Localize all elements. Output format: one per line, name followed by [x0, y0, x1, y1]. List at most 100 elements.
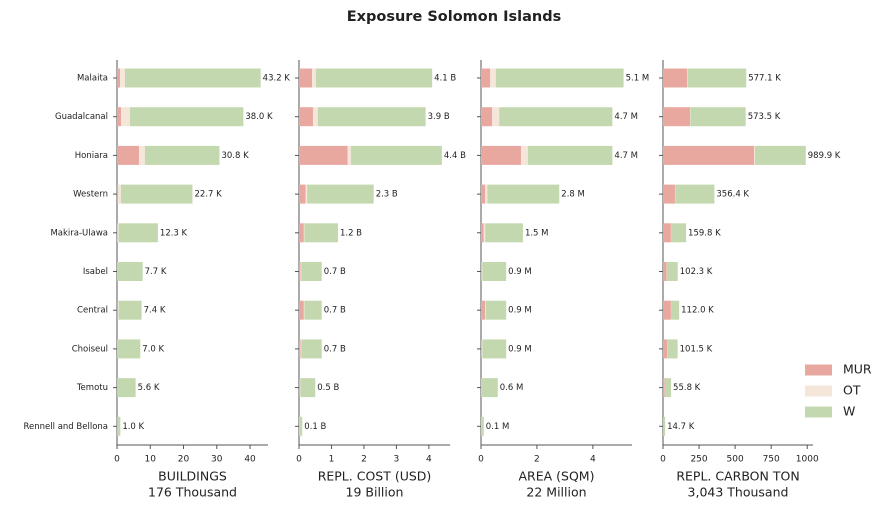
bar-segment	[666, 262, 678, 281]
bar-segment	[311, 68, 316, 88]
total-label: 159.8 K	[688, 228, 721, 238]
bar-segment	[485, 184, 488, 204]
x-tick-label: 10	[145, 455, 157, 465]
bar-segment	[118, 223, 158, 243]
bar-segment	[117, 68, 120, 88]
bar-segment	[299, 145, 348, 165]
bar-segment	[527, 145, 613, 165]
bar-segment	[117, 223, 118, 243]
bar-segment	[481, 223, 484, 243]
x-axis-label: REPL. COST (USD)	[318, 469, 432, 484]
y-tick-label: Central	[77, 306, 108, 316]
bar-segment	[315, 68, 433, 88]
bar-segment	[485, 300, 486, 320]
bar-segment	[117, 184, 118, 204]
total-label: 356.4 K	[716, 190, 749, 200]
bar-segment	[481, 416, 484, 436]
bar-segment	[663, 223, 671, 243]
x-tick-label: 30	[211, 455, 223, 465]
bar-segment	[754, 145, 755, 165]
total-label: 0.7 B	[324, 344, 346, 354]
total-label: 0.5 B	[317, 383, 339, 393]
x-tick-label: 500	[727, 455, 744, 465]
bar-segment	[120, 184, 193, 204]
total-label: 0.9 M	[508, 344, 532, 354]
y-tick-label: Western	[73, 190, 108, 200]
y-tick-label: Honiara	[75, 151, 108, 161]
legend-label: MUR	[843, 362, 872, 377]
bar-segment	[481, 262, 482, 281]
total-label: 5.1 M	[626, 74, 650, 84]
bar-segment	[483, 223, 486, 243]
total-label: 1.5 M	[525, 228, 549, 238]
bar-segment	[307, 184, 374, 204]
bar-segment	[663, 416, 664, 436]
y-tick-label: Rennell and Bellona	[24, 422, 108, 432]
total-label: 2.3 B	[376, 190, 398, 200]
total-label: 573.5 K	[748, 112, 781, 122]
total-label: 12.3 K	[160, 228, 188, 238]
bar-segment	[117, 378, 136, 398]
bar-segment	[301, 262, 322, 281]
x-axis-sublabel: 22 Million	[526, 485, 586, 500]
total-label: 22.7 K	[195, 190, 223, 200]
total-label: 4.4 B	[444, 151, 466, 161]
bar-segment	[663, 145, 755, 165]
y-tick-label: Malaita	[77, 74, 108, 84]
total-label: 7.4 K	[144, 306, 166, 316]
total-label: 0.1 M	[486, 422, 510, 432]
x-tick-label: 750	[763, 455, 780, 465]
bar-segment	[664, 378, 672, 398]
bar-segment	[299, 378, 300, 398]
total-label: 38.0 K	[245, 112, 273, 122]
x-axis-sublabel: 19 Billion	[346, 485, 404, 500]
bar-segment	[481, 378, 482, 398]
bar-segment	[300, 339, 302, 359]
bar-segment	[481, 339, 483, 359]
bar-segment	[481, 68, 491, 88]
x-axis-sublabel: 3,043 Thousand	[688, 485, 789, 500]
x-tick-label: 0	[114, 455, 120, 465]
bar-segment	[303, 300, 305, 320]
bar-segment	[663, 107, 690, 127]
total-label: 30.8 K	[221, 151, 249, 161]
bar-segment	[117, 145, 139, 165]
bar-segment	[482, 262, 507, 281]
bar-segment	[492, 107, 500, 127]
bar-segment	[301, 339, 322, 359]
total-label: 577.1 K	[748, 74, 781, 84]
x-axis-label: REPL. CARBON TON	[676, 469, 799, 484]
bar-segment	[312, 107, 318, 127]
x-axis-label: AREA (SQM)	[519, 469, 595, 484]
total-label: 2.8 M	[561, 190, 585, 200]
bar-segment	[300, 378, 316, 398]
bar-segment	[675, 184, 715, 204]
bar-segment	[117, 262, 118, 281]
total-label: 4.1 B	[434, 74, 456, 84]
bar-segment	[490, 68, 496, 88]
total-label: 0.6 M	[500, 383, 524, 393]
bar-segment	[129, 107, 244, 127]
total-label: 101.5 K	[680, 344, 713, 354]
bar-segment	[495, 68, 624, 88]
total-label: 0.7 B	[324, 267, 346, 277]
bar-segment	[144, 145, 220, 165]
bar-segment	[687, 68, 747, 88]
bar-segment	[663, 339, 668, 359]
bar-segment	[671, 223, 687, 243]
bar-segment	[690, 107, 746, 127]
total-label: 989.9 K	[808, 151, 841, 161]
bar-segment	[138, 145, 145, 165]
bar-segment	[300, 262, 302, 281]
legend-swatch	[805, 364, 832, 376]
total-label: 7.7 K	[145, 267, 167, 277]
bar-segment	[481, 107, 493, 127]
total-label: 5.6 K	[138, 383, 160, 393]
bar-segment	[299, 262, 301, 281]
bar-segment	[299, 416, 300, 436]
bar-segment	[117, 300, 118, 320]
total-label: 43.2 K	[263, 74, 291, 84]
bar-segment	[481, 184, 486, 204]
bar-segment	[481, 300, 486, 320]
bar-segment	[317, 107, 426, 127]
